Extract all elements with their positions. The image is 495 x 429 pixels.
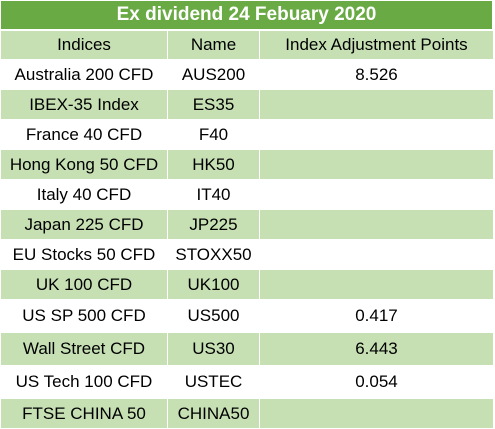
header-row: Indices Name Index Adjustment Points xyxy=(0,30,494,60)
dividend-table: Indices Name Index Adjustment Points Aus… xyxy=(0,30,494,429)
table-row: US Tech 100 CFD USTEC 0.054 xyxy=(0,365,494,399)
points-cell xyxy=(259,209,494,240)
column-header-indices: Indices xyxy=(0,30,168,60)
points-cell xyxy=(259,179,494,210)
index-cell: Japan 225 CFD xyxy=(0,209,168,240)
symbol-cell: JP225 xyxy=(167,209,260,240)
sheet-title: Ex dividend 24 Febuary 2020 xyxy=(0,0,493,30)
points-cell xyxy=(259,89,494,120)
table-row: Japan 225 CFD JP225 xyxy=(0,209,494,240)
symbol-cell: UK100 xyxy=(167,269,260,300)
table-row: Italy 40 CFD IT40 xyxy=(0,179,494,210)
points-cell: 0.417 xyxy=(259,299,494,333)
table-row: EU Stocks 50 CFD STOXX50 xyxy=(0,239,494,270)
index-cell: US Tech 100 CFD xyxy=(0,365,168,399)
symbol-cell: ES35 xyxy=(167,89,260,120)
points-cell xyxy=(259,119,494,150)
symbol-cell: F40 xyxy=(167,119,260,150)
index-cell: US SP 500 CFD xyxy=(0,299,168,333)
index-cell: Hong Kong 50 CFD xyxy=(0,149,168,180)
points-cell: 8.526 xyxy=(259,59,494,90)
table-row: France 40 CFD F40 xyxy=(0,119,494,150)
index-cell: Italy 40 CFD xyxy=(0,179,168,210)
column-header-name: Name xyxy=(167,30,260,60)
sheet-edge xyxy=(493,0,495,422)
table-row: IBEX-35 Index ES35 xyxy=(0,89,494,120)
index-cell: EU Stocks 50 CFD xyxy=(0,239,168,270)
table-row: UK 100 CFD UK100 xyxy=(0,269,494,300)
symbol-cell: US500 xyxy=(167,299,260,333)
index-cell: IBEX-35 Index xyxy=(0,89,168,120)
symbol-cell: CHINA50 xyxy=(167,398,260,429)
index-cell: France 40 CFD xyxy=(0,119,168,150)
points-cell: 6.443 xyxy=(259,332,494,366)
table-row: Hong Kong 50 CFD HK50 xyxy=(0,149,494,180)
symbol-cell: IT40 xyxy=(167,179,260,210)
table-row: Wall Street CFD US30 6.443 xyxy=(0,332,494,366)
points-cell xyxy=(259,149,494,180)
table-row: FTSE CHINA 50 CHINA50 xyxy=(0,398,494,429)
index-cell: FTSE CHINA 50 xyxy=(0,398,168,429)
symbol-cell: STOXX50 xyxy=(167,239,260,270)
index-cell: Wall Street CFD xyxy=(0,332,168,366)
points-cell xyxy=(259,269,494,300)
points-cell: 0.054 xyxy=(259,365,494,399)
symbol-cell: HK50 xyxy=(167,149,260,180)
symbol-cell: AUS200 xyxy=(167,59,260,90)
index-cell: Australia 200 CFD xyxy=(0,59,168,90)
index-cell: UK 100 CFD xyxy=(0,269,168,300)
table-row: US SP 500 CFD US500 0.417 xyxy=(0,299,494,333)
points-cell xyxy=(259,398,494,429)
column-header-points: Index Adjustment Points xyxy=(259,30,494,60)
points-cell xyxy=(259,239,494,270)
table-row: Australia 200 CFD AUS200 8.526 xyxy=(0,59,494,90)
symbol-cell: USTEC xyxy=(167,365,260,399)
symbol-cell: US30 xyxy=(167,332,260,366)
